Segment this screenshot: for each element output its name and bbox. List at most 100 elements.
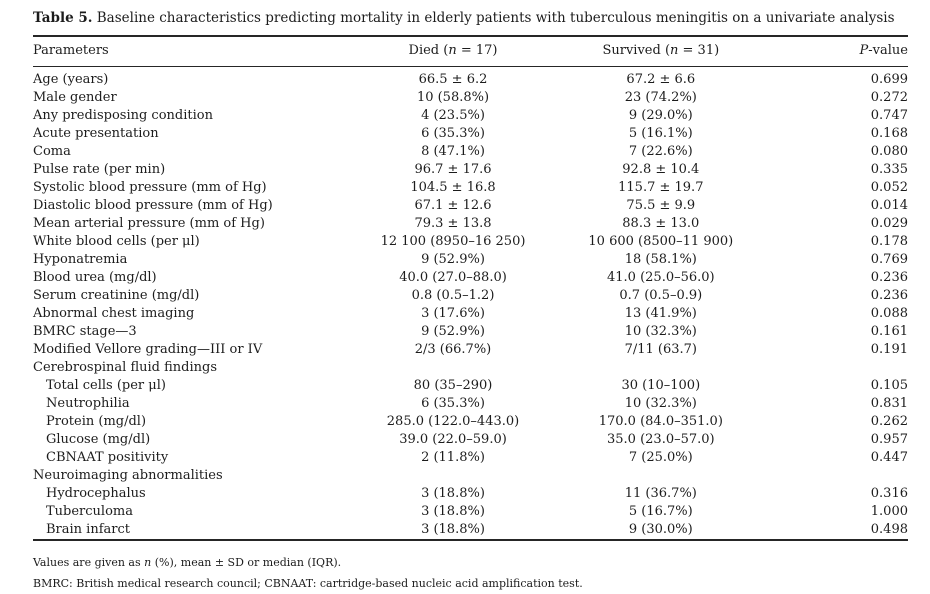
footnotes: Values are given as n (%), mean ± SD or … bbox=[33, 552, 908, 594]
parameter-cell: Protein (mg/dl) bbox=[46, 413, 147, 429]
table-row: White blood cells (per μl) 12 100 (8950–1… bbox=[33, 233, 908, 251]
survived-cell: 75.5 ± 9.9 bbox=[626, 197, 696, 213]
survived-cell: 5 (16.7%) bbox=[628, 503, 693, 519]
parameter-cell: Hydrocephalus bbox=[46, 485, 146, 501]
pvalue-cell: 0.316 bbox=[870, 485, 908, 501]
survived-cell: 9 (30.0%) bbox=[628, 521, 693, 537]
survived-cell: 41.0 (25.0–56.0) bbox=[607, 269, 715, 285]
parameter-cell: Blood urea (mg/dl) bbox=[33, 269, 157, 285]
table-row: Neutrophilia 6 (35.3%) 10 (32.3%) 0.831 bbox=[33, 395, 908, 413]
died-cell: 80 (35–290) bbox=[413, 377, 493, 393]
table-caption: Table 5. Baseline characteristics predic… bbox=[33, 10, 895, 26]
pvalue-cell: 1.000 bbox=[870, 503, 908, 519]
pvalue-cell: 0.747 bbox=[870, 107, 908, 123]
died-cell: 8 (47.1%) bbox=[421, 143, 485, 159]
table-row: Tuberculoma 3 (18.8%) 5 (16.7%) 1.000 bbox=[33, 503, 908, 521]
died-cell: 9 (52.9%) bbox=[421, 323, 485, 339]
parameter-cell: Coma bbox=[33, 143, 71, 159]
table-row: Systolic blood pressure (mm of Hg) 104.5 … bbox=[33, 179, 908, 197]
pvalue-cell: 0.161 bbox=[870, 323, 908, 339]
parameter-cell: Tuberculoma bbox=[46, 503, 133, 519]
died-cell: 6 (35.3%) bbox=[421, 125, 485, 141]
table-row: BMRC stage—3 9 (52.9%) 10 (32.3%) 0.161 bbox=[33, 323, 908, 341]
parameter-cell: BMRC stage—3 bbox=[33, 323, 137, 339]
table-row: Age (years) 66.5 ± 6.2 67.2 ± 6.6 0.699 bbox=[33, 66, 908, 89]
survived-cell: 30 (10–100) bbox=[621, 377, 701, 393]
survived-cell: 92.8 ± 10.4 bbox=[622, 161, 700, 177]
pvalue-cell: 0.014 bbox=[870, 197, 908, 213]
died-cell: 3 (18.8%) bbox=[421, 521, 485, 537]
column-header-pvalue: P-value bbox=[763, 36, 908, 67]
pvalue-cell bbox=[764, 467, 908, 485]
died-cell: 67.1 ± 12.6 bbox=[414, 197, 492, 213]
survived-cell: 10 (32.3%) bbox=[624, 323, 697, 339]
parameter-cell: Any predisposing condition bbox=[33, 107, 213, 123]
died-cell: 12 100 (8950–16 250) bbox=[380, 233, 526, 249]
survived-cell: 7 (22.6%) bbox=[628, 143, 693, 159]
section-row: Neuroimaging abnormalities bbox=[33, 467, 908, 485]
table-row: Blood urea (mg/dl) 40.0 (27.0–88.0) 41.0 (… bbox=[33, 269, 908, 287]
survived-cell: 7/11 (63.7) bbox=[624, 341, 698, 357]
baseline-characteristics-table: Parameters Died (n = 17) Survived (n = 3… bbox=[33, 35, 908, 541]
died-cell: 40.0 (27.0–88.0) bbox=[399, 269, 507, 285]
table-row: Abnormal chest imaging 3 (17.6%) 13 (41.9%… bbox=[33, 305, 908, 323]
table-row: Hyponatremia 9 (52.9%) 18 (58.1%) 0.769 bbox=[33, 251, 908, 269]
died-cell: 3 (17.6%) bbox=[421, 305, 485, 321]
survived-cell: 18 (58.1%) bbox=[624, 251, 697, 267]
pvalue-cell: 0.178 bbox=[870, 233, 908, 249]
parameter-cell: Total cells (per μl) bbox=[46, 377, 166, 393]
table-row: Male gender 10 (58.8%) 23 (74.2%) 0.272 bbox=[33, 89, 908, 107]
table-row: Total cells (per μl) 80 (35–290) 30 (10–10… bbox=[33, 377, 908, 395]
pvalue-cell: 0.272 bbox=[870, 89, 908, 105]
column-header-parameters: Parameters bbox=[33, 36, 348, 67]
survived-cell: 9 (29.0%) bbox=[628, 107, 693, 123]
header-row: Parameters Died (n = 17) Survived (n = 3… bbox=[33, 36, 908, 67]
table-row: Modified Vellore grading—III or IV 2/3 (6… bbox=[33, 341, 908, 359]
parameter-cell: Diastolic blood pressure (mm of Hg) bbox=[33, 197, 273, 213]
survived-cell: 115.7 ± 19.7 bbox=[618, 179, 704, 195]
table-row: Diastolic blood pressure (mm of Hg) 67.1 … bbox=[33, 197, 908, 215]
died-cell bbox=[348, 467, 558, 485]
table-header: Parameters Died (n = 17) Survived (n = 3… bbox=[33, 36, 908, 67]
died-cell: 39.0 (22.0–59.0) bbox=[399, 431, 507, 447]
died-cell: 104.5 ± 16.8 bbox=[410, 179, 496, 195]
parameter-cell: Mean arterial pressure (mm of Hg) bbox=[33, 215, 265, 231]
pvalue-cell: 0.957 bbox=[870, 431, 908, 447]
pvalue-cell: 0.699 bbox=[870, 71, 908, 87]
pvalue-cell: 0.029 bbox=[870, 215, 908, 231]
table-row: Pulse rate (per min) 96.7 ± 17.6 92.8 ± 10… bbox=[33, 161, 908, 179]
parameter-cell: White blood cells (per μl) bbox=[33, 233, 200, 249]
pvalue-cell: 0.447 bbox=[870, 449, 908, 465]
died-cell: 2 (11.8%) bbox=[421, 449, 485, 465]
parameter-cell: Glucose (mg/dl) bbox=[46, 431, 151, 447]
pvalue-cell: 0.831 bbox=[870, 395, 908, 411]
survived-cell: 67.2 ± 6.6 bbox=[626, 71, 696, 87]
pvalue-cell: 0.088 bbox=[870, 305, 908, 321]
parameter-cell: Neutrophilia bbox=[46, 395, 130, 411]
survived-cell: 5 (16.1%) bbox=[628, 125, 693, 141]
died-cell: 66.5 ± 6.2 bbox=[418, 71, 488, 87]
pvalue-cell: 0.769 bbox=[870, 251, 908, 267]
footnote-values: Values are given as n (%), mean ± SD or … bbox=[33, 555, 342, 569]
table-row: Any predisposing condition 4 (23.5%) 9 (29… bbox=[33, 107, 908, 125]
table-row: Hydrocephalus 3 (18.8%) 11 (36.7%) 0.316 bbox=[33, 485, 908, 503]
table-row: CBNAAT positivity 2 (11.8%) 7 (25.0%) 0.447 bbox=[33, 449, 908, 467]
pvalue-cell bbox=[764, 359, 908, 377]
parameter-cell: Male gender bbox=[33, 89, 117, 105]
survived-cell: 10 (32.3%) bbox=[624, 395, 697, 411]
table-row: Serum creatinine (mg/dl) 0.8 (0.5–1.2) 0.7… bbox=[33, 287, 908, 305]
table-row: Acute presentation 6 (35.3%) 5 (16.1%) 0.16… bbox=[33, 125, 908, 143]
table-row: Coma 8 (47.1%) 7 (22.6%) 0.080 bbox=[33, 143, 908, 161]
parameter-cell: Pulse rate (per min) bbox=[33, 161, 166, 177]
died-cell: 4 (23.5%) bbox=[421, 107, 485, 123]
column-header-survived: Survived (n = 31) bbox=[558, 36, 764, 67]
survived-cell: 23 (74.2%) bbox=[624, 89, 697, 105]
survived-cell: 88.3 ± 13.0 bbox=[622, 215, 700, 231]
table-body: Age (years) 66.5 ± 6.2 67.2 ± 6.6 0.699 Male… bbox=[33, 66, 908, 540]
pvalue-cell: 0.236 bbox=[870, 287, 908, 303]
died-cell: 9 (52.9%) bbox=[421, 251, 485, 267]
section-row: Cerebrospinal fluid findings bbox=[33, 359, 908, 377]
died-cell: 285.0 (122.0–443.0) bbox=[386, 413, 520, 429]
survived-cell: 35.0 (23.0–57.0) bbox=[607, 431, 715, 447]
